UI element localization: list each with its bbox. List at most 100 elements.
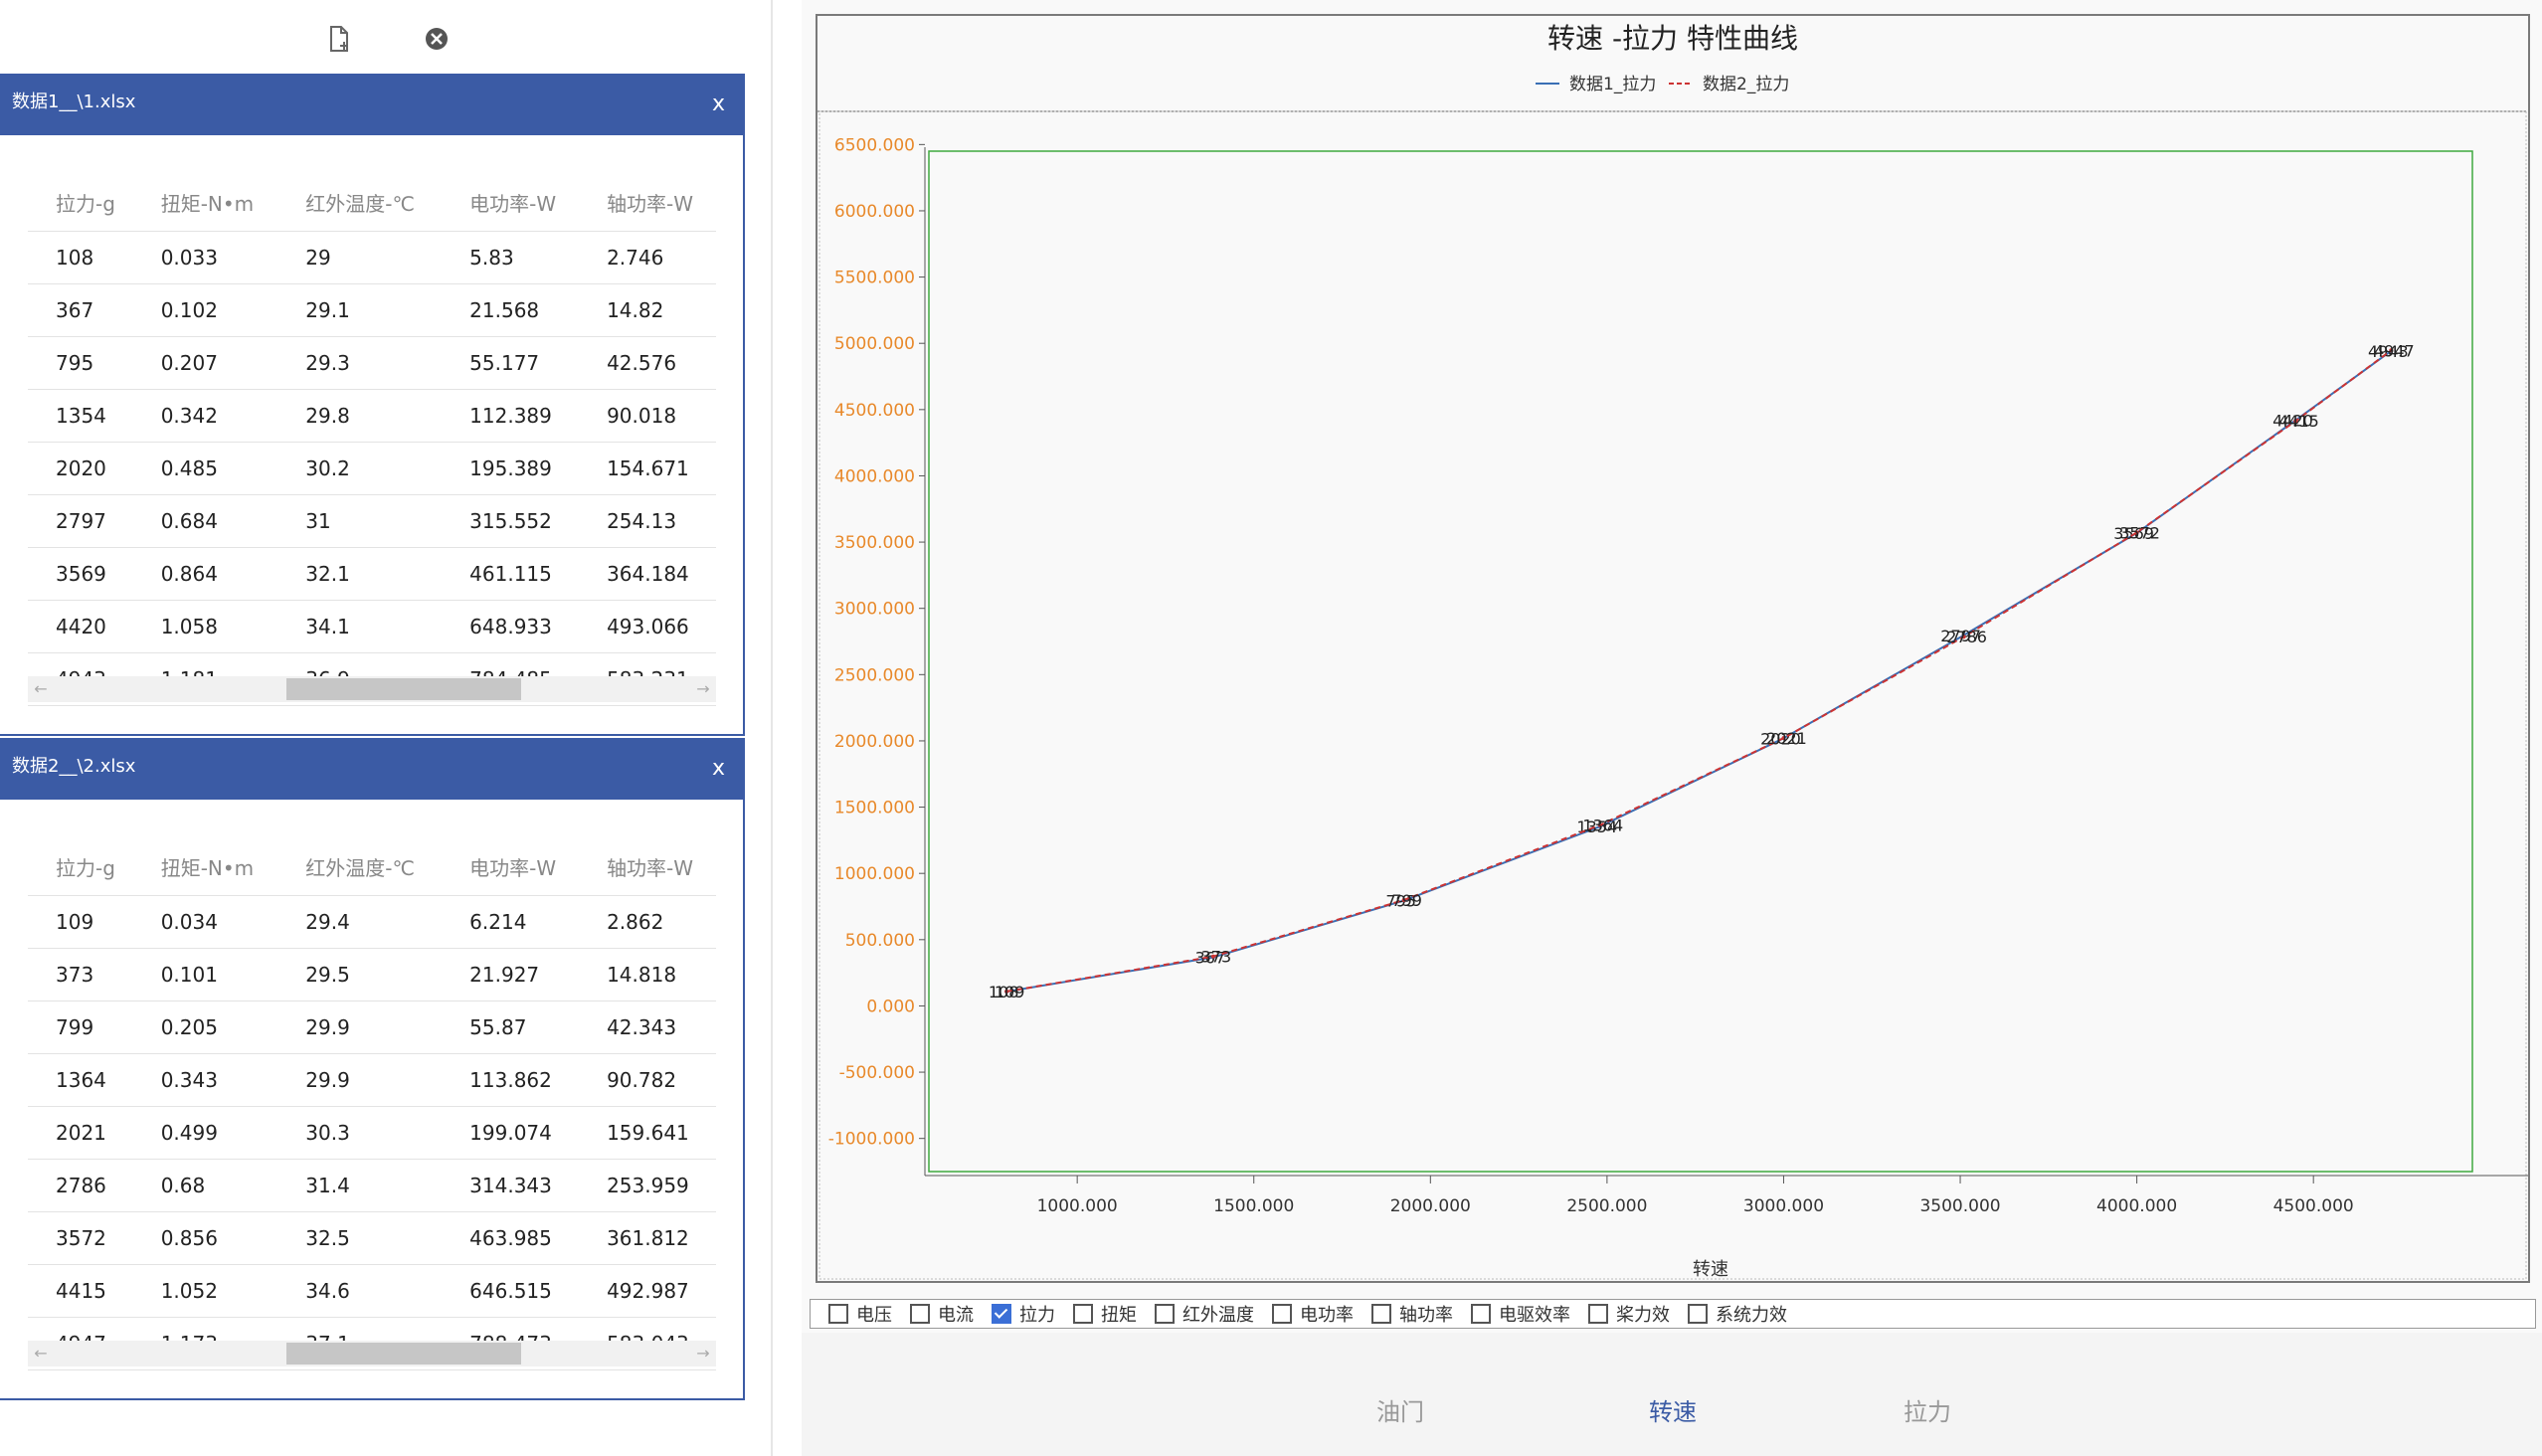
- scroll-right-icon[interactable]: →: [696, 679, 710, 698]
- scroll-left-icon[interactable]: ←: [34, 1344, 48, 1363]
- horizontal-scrollbar[interactable]: ← →: [28, 676, 716, 702]
- series-checkbox[interactable]: 电功率: [1272, 1301, 1354, 1327]
- scrollbar-thumb[interactable]: [286, 678, 521, 700]
- checkbox-icon[interactable]: [1471, 1304, 1491, 1324]
- table-cell: 29.9: [277, 1001, 443, 1054]
- table-row[interactable]: 109 0.034 29.4 6.214 2.862: [28, 895, 716, 949]
- table-row[interactable]: 2797 0.684 31 315.552 254.13: [28, 494, 716, 548]
- table-row[interactable]: 2020 0.485 30.2 195.389 154.671: [28, 442, 716, 495]
- pane-divider[interactable]: [771, 0, 773, 1456]
- checkbox-label: 桨力效: [1616, 1305, 1670, 1326]
- data-label: 2021: [1766, 729, 1807, 748]
- table-row[interactable]: 3569 0.864 32.1 461.115 364.184: [28, 547, 716, 601]
- data-label: 4943: [2368, 342, 2409, 361]
- y-tick-label: 1000.000: [834, 864, 915, 884]
- series-checkbox[interactable]: 系统力效: [1688, 1301, 1787, 1327]
- data-point: [2389, 348, 2394, 353]
- scrollbar-thumb[interactable]: [286, 1343, 521, 1365]
- table-header-row: 拉力-g 扭矩-N•m 红外温度-℃ 电功率-W 轴功率-W: [28, 173, 716, 232]
- series-checkbox[interactable]: 拉力: [992, 1301, 1055, 1327]
- panel-close-button[interactable]: x: [711, 91, 725, 116]
- table-cell: 0.207: [132, 336, 278, 390]
- series-checkbox[interactable]: 电压: [828, 1301, 892, 1327]
- data-label: 1364: [1582, 817, 1623, 835]
- series-checkbox[interactable]: 电驱效率: [1471, 1301, 1570, 1327]
- checkbox-icon[interactable]: [1588, 1304, 1608, 1324]
- column-header: 电功率-W: [442, 837, 580, 896]
- table-row[interactable]: 4420 1.058 34.1 648.933 493.066: [28, 600, 716, 653]
- y-tick-label: 3000.000: [834, 600, 915, 620]
- data-panel-2: 数据2__\2.xlsx x 拉力-g 扭矩-N•m 红外温度-℃ 电功率-W 轴功率-…: [0, 738, 745, 1400]
- series-checkbox[interactable]: 红外温度: [1155, 1301, 1254, 1327]
- data-label: 367: [1195, 949, 1226, 968]
- table-row[interactable]: 367 0.102 29.1 21.568 14.82: [28, 283, 716, 337]
- close-circle-icon[interactable]: [420, 22, 454, 56]
- add-file-icon[interactable]: [322, 22, 356, 56]
- table-row[interactable]: 799 0.205 29.9 55.87 42.343: [28, 1001, 716, 1054]
- series-line: [1005, 349, 2392, 993]
- series-checkbox[interactable]: 扭矩: [1073, 1301, 1137, 1327]
- table-row[interactable]: 2786 0.68 31.4 314.343 253.959: [28, 1159, 716, 1212]
- table-cell: 14.818: [579, 948, 716, 1001]
- column-header: 扭矩-N•m: [132, 173, 278, 232]
- y-tick-label: 5000.000: [834, 334, 915, 354]
- table-cell: 113.862: [442, 1053, 580, 1107]
- series-checkbox[interactable]: 轴功率: [1371, 1301, 1453, 1327]
- table-row[interactable]: 108 0.033 29 5.83 2.746: [28, 231, 716, 284]
- data-label: 4947: [2374, 341, 2415, 360]
- table-cell: 32.5: [277, 1211, 443, 1265]
- table-cell: 31.4: [277, 1159, 443, 1212]
- checkbox-icon[interactable]: [1155, 1304, 1175, 1324]
- table-cell: 0.101: [132, 948, 278, 1001]
- data-panel-1: 数据1__\1.xlsx x 拉力-g 扭矩-N•m 红外温度-℃ 电功率-W 轴功率-…: [0, 74, 745, 736]
- legend-entry: 数据1_拉力: [1569, 75, 1656, 94]
- table-row[interactable]: 373 0.101 29.5 21.927 14.818: [28, 948, 716, 1001]
- x-tick-label: 4000.000: [2096, 1196, 2177, 1216]
- series-checkbox[interactable]: 电流: [910, 1301, 974, 1327]
- x-tick-label: 2500.000: [1566, 1196, 1647, 1216]
- tab-thrust[interactable]: 拉力: [1904, 1398, 1951, 1426]
- scroll-left-icon[interactable]: ←: [34, 679, 48, 698]
- data-label: 109: [995, 983, 1025, 1001]
- chart-pane: 转速 -拉力 特性曲线 数据1_拉力 数据2_拉力 -1000.000 -500.0…: [802, 0, 2542, 1456]
- column-header: 轴功率-W: [579, 837, 716, 896]
- chart-frame: 转速 -拉力 特性曲线 数据1_拉力 数据2_拉力 -1000.000 -500.0…: [816, 14, 2530, 1283]
- data-point: [1597, 822, 1602, 827]
- table-cell: 159.641: [579, 1106, 716, 1160]
- table-cell: 29.1: [277, 283, 443, 337]
- checkbox-label: 拉力: [1019, 1305, 1055, 1326]
- checkbox-icon[interactable]: [1688, 1304, 1708, 1324]
- series-checkbox[interactable]: 桨力效: [1588, 1301, 1670, 1327]
- table-cell: 493.066: [579, 600, 716, 653]
- table-cell: 648.933: [442, 600, 580, 653]
- tab-rpm[interactable]: 转速: [1649, 1398, 1697, 1426]
- checkbox-icon[interactable]: [1073, 1304, 1093, 1324]
- column-header: 拉力-g: [28, 837, 133, 896]
- checkbox-checked-icon[interactable]: [992, 1304, 1011, 1324]
- table-row[interactable]: 1364 0.343 29.9 113.862 90.782: [28, 1053, 716, 1107]
- table-row[interactable]: 4415 1.052 34.6 646.515 492.987: [28, 1264, 716, 1318]
- scroll-right-icon[interactable]: →: [696, 1344, 710, 1363]
- tab-throttle[interactable]: 油门: [1376, 1398, 1424, 1426]
- checkbox-icon[interactable]: [1371, 1304, 1391, 1324]
- table-row[interactable]: 2021 0.499 30.3 199.074 159.641: [28, 1106, 716, 1160]
- table-cell: 30.2: [277, 442, 443, 495]
- table-row[interactable]: 1354 0.342 29.8 112.389 90.018: [28, 389, 716, 443]
- table-cell: 199.074: [442, 1106, 580, 1160]
- table-cell: 0.342: [132, 389, 278, 443]
- table-cell: 254.13: [579, 494, 716, 548]
- data-label: 795: [1385, 892, 1416, 911]
- table-row[interactable]: 3572 0.856 32.5 463.985 361.812: [28, 1211, 716, 1265]
- y-tick-label: 2000.000: [834, 732, 915, 752]
- x-tick-label: 3500.000: [1919, 1196, 2000, 1216]
- checkbox-icon[interactable]: [910, 1304, 930, 1324]
- panel-close-button[interactable]: x: [711, 756, 725, 781]
- checkbox-icon[interactable]: [1272, 1304, 1292, 1324]
- table-row[interactable]: 795 0.207 29.3 55.177 42.576: [28, 336, 716, 390]
- horizontal-scrollbar[interactable]: ← →: [28, 1341, 716, 1366]
- x-tick-label: 1500.000: [1213, 1196, 1294, 1216]
- checkbox-icon[interactable]: [828, 1304, 848, 1324]
- panel-title: 数据2__\2.xlsx: [12, 756, 136, 777]
- data-point: [1210, 954, 1215, 959]
- table-cell: 108: [28, 231, 133, 284]
